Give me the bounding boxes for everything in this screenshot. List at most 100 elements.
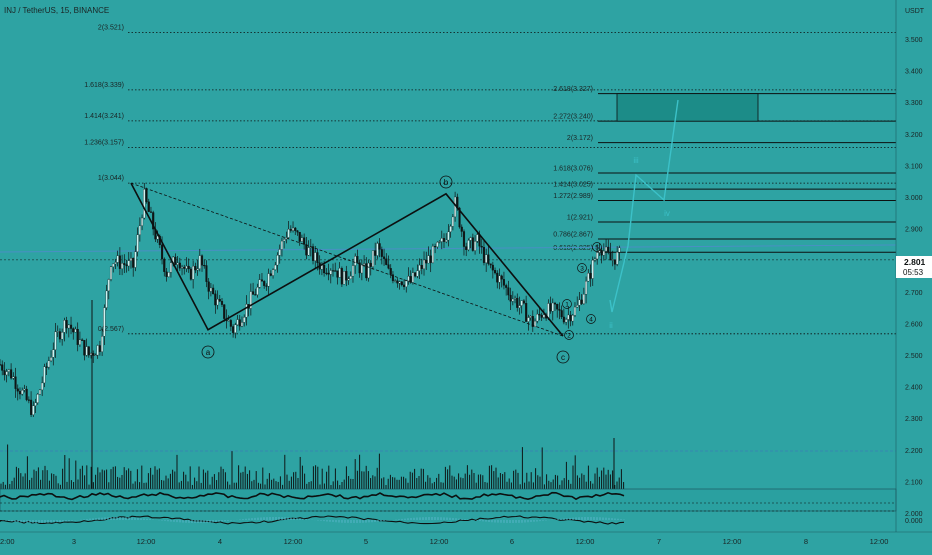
countdown-timer: 05:53 xyxy=(903,268,924,277)
fib-level-label: 1(3.044) xyxy=(98,175,124,182)
candle xyxy=(542,314,545,318)
candle xyxy=(451,216,454,227)
candle xyxy=(258,279,261,288)
candle xyxy=(220,301,224,305)
candle xyxy=(136,234,139,252)
candle xyxy=(232,326,235,333)
candle xyxy=(12,376,15,379)
impulse-label-circle xyxy=(577,263,587,273)
impulse-label: 4 xyxy=(589,317,593,324)
candle xyxy=(107,279,110,292)
candle xyxy=(491,264,494,271)
candle xyxy=(391,274,394,282)
candles xyxy=(0,189,621,415)
candle xyxy=(305,244,308,256)
candle xyxy=(467,240,470,250)
candle xyxy=(589,273,592,279)
candle xyxy=(163,258,166,272)
candle xyxy=(365,263,368,279)
wave-label-circle xyxy=(201,345,215,359)
candle xyxy=(385,258,388,265)
impulse-label-circle xyxy=(592,242,602,252)
candle xyxy=(98,345,101,352)
candle xyxy=(287,229,290,238)
candle xyxy=(105,290,108,308)
candle xyxy=(520,300,523,306)
impulse-label-circle xyxy=(586,314,596,324)
candle xyxy=(67,324,70,329)
candle xyxy=(518,305,521,308)
price-tick-label: 2.500 xyxy=(905,353,923,360)
candle xyxy=(252,291,255,295)
candle xyxy=(369,262,372,267)
candle xyxy=(422,259,426,269)
candle xyxy=(314,252,317,261)
candle xyxy=(161,244,164,260)
candle xyxy=(474,241,477,251)
extension-level-label: 1(2.921) xyxy=(567,214,593,221)
candle xyxy=(538,313,541,316)
candle xyxy=(141,217,144,226)
candle xyxy=(351,265,355,277)
candle xyxy=(396,280,399,284)
time-tick-label: 3 xyxy=(72,537,76,546)
candle xyxy=(45,366,48,368)
candle xyxy=(149,211,153,213)
candle xyxy=(134,251,137,268)
candle xyxy=(147,201,150,212)
candle xyxy=(338,268,341,278)
candle xyxy=(607,246,610,253)
candle xyxy=(498,275,501,283)
price-tick-label: 3.000 xyxy=(905,195,923,202)
time-tick-label: 12:00 xyxy=(137,537,156,546)
candle xyxy=(560,310,563,318)
candle xyxy=(203,265,206,267)
candle xyxy=(387,264,390,269)
candle xyxy=(558,309,561,311)
candle xyxy=(533,320,537,327)
fib-level-label: 1.236(3.157) xyxy=(84,139,124,146)
candle xyxy=(605,246,608,252)
indicator-panel-1 xyxy=(0,488,897,512)
candle xyxy=(507,287,510,296)
wave-label: a xyxy=(206,348,211,357)
candle xyxy=(531,316,534,327)
projection-label: iv xyxy=(664,209,670,218)
candle xyxy=(434,246,437,248)
candle xyxy=(274,264,277,270)
time-tick-label: 8 xyxy=(804,537,808,546)
price-tick-label: 2.900 xyxy=(905,227,923,234)
candle xyxy=(587,273,590,282)
candle xyxy=(562,316,565,323)
candle xyxy=(576,305,579,308)
candle xyxy=(420,264,423,269)
candle xyxy=(229,320,232,327)
candle xyxy=(192,265,195,280)
candle xyxy=(174,256,177,265)
candle xyxy=(522,300,525,304)
wave-label: b xyxy=(444,178,449,187)
candle xyxy=(596,252,599,260)
candle xyxy=(278,249,281,256)
candle xyxy=(573,306,577,316)
candle xyxy=(462,231,466,247)
extension-level-label: 2(3.172) xyxy=(567,135,593,142)
candle xyxy=(509,294,512,302)
candle xyxy=(496,272,499,283)
candle xyxy=(565,319,568,323)
candle xyxy=(249,291,252,309)
price-tick-label: 2.300 xyxy=(905,416,923,423)
candle xyxy=(502,279,505,286)
candle xyxy=(360,264,363,274)
candle xyxy=(56,331,59,333)
candle xyxy=(616,251,619,265)
candle xyxy=(429,255,432,263)
current-price: 2.801 xyxy=(904,257,926,267)
candle xyxy=(374,250,377,256)
candle xyxy=(465,246,468,250)
impulse-label: 3 xyxy=(580,266,584,273)
candle xyxy=(65,320,68,329)
